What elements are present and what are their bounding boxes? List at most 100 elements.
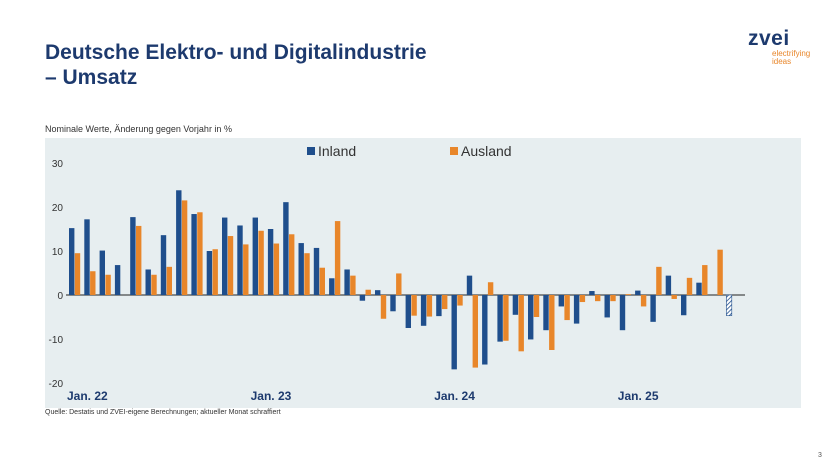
bar-ausland (304, 253, 310, 295)
bar-inland (390, 295, 396, 312)
x-tick-label: Jan. 24 (434, 389, 475, 403)
bar-inland (665, 275, 672, 295)
bar-ausland (442, 295, 448, 310)
legend-label-ausland: Ausland (461, 143, 512, 159)
bar-inland (681, 295, 687, 316)
bar-ausland (227, 236, 234, 295)
bar-inland (222, 217, 228, 295)
bar-ausland (365, 289, 371, 295)
bar-inland (635, 290, 641, 295)
bar-ausland (197, 212, 203, 295)
bar-ausland (396, 273, 402, 295)
bar-ausland (610, 295, 616, 302)
bar-ausland (595, 295, 601, 302)
bar-ausland (549, 295, 555, 350)
y-tick-label: 0 (57, 291, 63, 302)
bar-ausland (717, 249, 723, 295)
bar-inland (497, 295, 503, 342)
y-tick-label: -10 (49, 335, 64, 346)
bar-ausland (136, 225, 142, 295)
bar-inland (375, 290, 381, 295)
y-tick-label: 10 (52, 247, 64, 258)
bar-inland (696, 282, 702, 295)
logo-wordmark: zvei (748, 27, 790, 50)
bar-ausland (640, 295, 647, 307)
bar-ausland (686, 277, 693, 295)
bar-inland (482, 295, 488, 365)
bar-inland (313, 247, 320, 295)
page-subtitle: – Umsatz (45, 66, 138, 89)
logo-tagline-1: electrifying (772, 49, 811, 58)
bar-ausland (212, 249, 218, 295)
bar-inland (329, 278, 335, 295)
bar-ausland (564, 295, 570, 321)
bar-inland (650, 295, 656, 322)
bar-inland (206, 251, 213, 295)
plot-area (45, 138, 801, 408)
bar-inland (283, 202, 289, 295)
bar-inland (604, 295, 610, 318)
logo-tagline-2: ideas (772, 57, 792, 66)
bar-ausland (334, 221, 341, 295)
bar-inland (451, 295, 457, 370)
zvei-logo: zvei electrifying ideas (748, 28, 810, 66)
bar-ausland (166, 266, 172, 295)
bar-inland (405, 295, 411, 328)
bar-ausland (472, 295, 478, 368)
y-tick-label: 20 (52, 203, 64, 214)
bar-ausland (243, 244, 249, 295)
bar-inland (359, 295, 366, 301)
bar-inland (84, 219, 90, 295)
legend-label-inland: Inland (318, 143, 356, 159)
legend-swatch-inland (307, 147, 315, 155)
bar-ausland (289, 234, 295, 295)
bar-inland-current-month-hatched (726, 294, 733, 316)
bar-inland (420, 295, 427, 326)
bar-inland (344, 269, 350, 295)
bar-inland (114, 265, 121, 295)
bar-ausland (487, 282, 494, 295)
bar-inland (573, 295, 580, 324)
bar-inland (160, 235, 167, 295)
bar-inland (145, 269, 151, 295)
bar-inland (558, 295, 564, 307)
bar-ausland (579, 295, 586, 303)
bar-ausland (656, 266, 662, 295)
bar-inland (298, 243, 304, 295)
bar-inland (99, 250, 105, 295)
bar-inland (191, 214, 197, 295)
bar-ausland (74, 253, 81, 295)
bar-inland (176, 190, 182, 295)
bars (69, 190, 733, 370)
bar-inland (466, 275, 473, 295)
bar-ausland (457, 295, 463, 306)
bar-ausland (319, 267, 325, 295)
bar-ausland (625, 294, 631, 295)
x-axis: Jan. 22 Jan. 23 Jan. 24 Jan. 25 (67, 389, 659, 403)
bar-ausland (380, 295, 387, 319)
bar-inland (436, 295, 442, 317)
bar-ausland (518, 295, 524, 352)
y-tick-label: 30 (52, 159, 64, 170)
x-tick-label: Jan. 23 (251, 389, 292, 403)
bar-ausland (350, 275, 356, 295)
bar-ausland (258, 230, 264, 295)
bar-ausland (533, 295, 540, 317)
bar-ausland (671, 295, 677, 299)
bar-ausland (105, 274, 111, 295)
bar-inland (528, 295, 534, 340)
bar-inland (619, 295, 626, 331)
bar-inland (237, 225, 243, 295)
x-tick-label: Jan. 25 (618, 389, 659, 403)
bar-ausland (151, 274, 157, 295)
bar-ausland (702, 265, 708, 295)
bar-inland (267, 229, 274, 295)
legend-swatch-ausland (450, 147, 458, 155)
bar-ausland (90, 271, 96, 295)
legend: Inland Ausland (307, 143, 512, 159)
page-number: 3 (818, 452, 822, 459)
bar-ausland (503, 295, 509, 341)
bar-inland (543, 295, 549, 331)
bar-ausland (411, 295, 417, 316)
